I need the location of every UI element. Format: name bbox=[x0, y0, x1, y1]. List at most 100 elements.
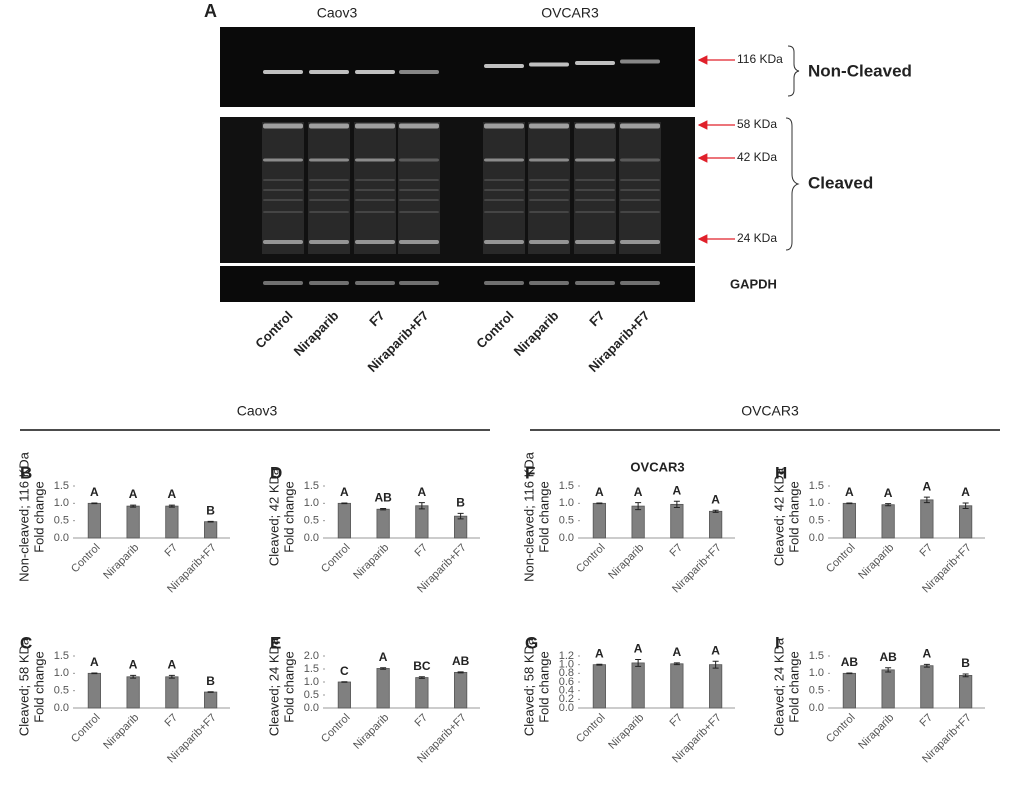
significance-label: A bbox=[673, 645, 682, 659]
error-bar bbox=[91, 502, 98, 505]
y-axis-label: Cleaved; 42 KDa bbox=[771, 467, 786, 566]
section-title: OVCAR3 bbox=[741, 403, 799, 419]
blot-band bbox=[355, 179, 395, 181]
x-tick-label: F7 bbox=[667, 542, 685, 560]
blot-band bbox=[484, 281, 524, 285]
blot-band bbox=[355, 189, 395, 191]
y-tick-label: 0.0 bbox=[559, 532, 574, 544]
blot-band bbox=[575, 61, 615, 65]
x-tick-label: F7 bbox=[917, 712, 935, 730]
blot-band bbox=[309, 281, 349, 285]
y-tick-label: 2.0 bbox=[304, 650, 319, 662]
bar bbox=[87, 502, 101, 539]
panel-letter: G bbox=[525, 633, 538, 652]
significance-label: C bbox=[340, 664, 349, 678]
lane-label: Niraparib bbox=[511, 308, 562, 359]
error-bar bbox=[923, 663, 930, 668]
blot-band bbox=[263, 199, 303, 201]
blot-band bbox=[309, 123, 349, 129]
loading-control-label: GAPDH bbox=[730, 276, 777, 291]
blot-band bbox=[355, 70, 395, 74]
y-tick-label: 0.0 bbox=[809, 702, 824, 714]
error-bar bbox=[885, 503, 892, 507]
y-tick-label: 0.0 bbox=[54, 702, 69, 714]
y-tick-label: 0.2 bbox=[559, 693, 574, 705]
blot-band bbox=[575, 179, 615, 181]
significance-label: A bbox=[884, 486, 893, 500]
y-axis-label: Fold change bbox=[536, 481, 551, 553]
blot-band bbox=[263, 281, 303, 285]
error-bar bbox=[130, 504, 137, 508]
error-bar bbox=[635, 658, 642, 667]
blot-band bbox=[355, 211, 395, 213]
significance-label: A bbox=[711, 643, 720, 657]
blot-band bbox=[529, 123, 569, 129]
y-tick-label: 0.0 bbox=[809, 532, 824, 544]
y-tick-label: 0.5 bbox=[809, 515, 824, 527]
blot-band bbox=[575, 158, 615, 162]
panel-letter: B bbox=[20, 463, 32, 482]
significance-label: A bbox=[379, 650, 388, 664]
y-axis-label: Fold change bbox=[281, 651, 296, 723]
significance-label: A bbox=[129, 658, 138, 672]
bar bbox=[842, 502, 856, 539]
blot-band bbox=[575, 281, 615, 285]
brace bbox=[787, 45, 800, 97]
group-label: Cleaved bbox=[808, 173, 873, 192]
significance-label: A bbox=[634, 642, 643, 656]
bar bbox=[126, 676, 140, 709]
blot-band bbox=[484, 179, 524, 181]
lane-label: Control bbox=[473, 308, 516, 351]
bar bbox=[165, 676, 179, 709]
cell-line-label: OVCAR3 bbox=[541, 5, 599, 21]
error-bar bbox=[923, 496, 930, 504]
x-tick-label: Niraparib bbox=[606, 712, 646, 752]
blot-smear bbox=[619, 122, 661, 254]
error-bar bbox=[596, 502, 603, 505]
bar bbox=[959, 675, 973, 709]
y-tick-label: 0.5 bbox=[304, 689, 319, 701]
blot-band bbox=[620, 281, 660, 285]
x-tick-label: Control bbox=[574, 712, 608, 746]
x-tick-label: F7 bbox=[412, 712, 430, 730]
chart-title: OVCAR3 bbox=[630, 459, 684, 474]
error-bar bbox=[712, 660, 719, 669]
lane-label: F7 bbox=[366, 308, 387, 329]
blot-band bbox=[620, 199, 660, 201]
blot-smear bbox=[308, 122, 350, 254]
blot-band bbox=[263, 158, 303, 162]
y-axis-label: Fold change bbox=[786, 481, 801, 553]
bar bbox=[376, 508, 390, 539]
error-bar bbox=[962, 673, 969, 678]
y-tick-label: 1.0 bbox=[809, 667, 824, 679]
blot-band bbox=[575, 189, 615, 191]
bar bbox=[881, 504, 895, 539]
bar bbox=[959, 505, 973, 539]
blot-band bbox=[529, 281, 569, 285]
x-tick-label: Control bbox=[574, 542, 608, 576]
blot-band bbox=[529, 211, 569, 213]
blot-smear bbox=[262, 122, 304, 254]
significance-label: A bbox=[90, 655, 99, 669]
significance-label: A bbox=[90, 485, 99, 499]
blot-panel bbox=[220, 117, 695, 263]
blot-panel bbox=[220, 27, 695, 107]
blot-band bbox=[529, 199, 569, 201]
y-tick-label: 1.0 bbox=[304, 676, 319, 688]
significance-label: AB bbox=[879, 650, 897, 664]
bar bbox=[415, 505, 429, 539]
x-tick-label: Niraparib bbox=[351, 542, 391, 582]
blot-band bbox=[355, 281, 395, 285]
bar bbox=[204, 691, 218, 709]
lane-label: Control bbox=[252, 308, 295, 351]
y-tick-label: 0.5 bbox=[54, 515, 69, 527]
blot-band bbox=[484, 158, 524, 162]
blot-band bbox=[620, 123, 660, 129]
y-tick-label: 1.5 bbox=[809, 650, 824, 662]
lane-label: F7 bbox=[586, 308, 607, 329]
error-bar bbox=[962, 502, 969, 510]
blot-band bbox=[529, 179, 569, 181]
blot-band bbox=[484, 64, 524, 68]
y-axis-label: Non-cleaved; 116 KDa bbox=[16, 451, 31, 582]
y-tick-label: 1.5 bbox=[304, 663, 319, 675]
